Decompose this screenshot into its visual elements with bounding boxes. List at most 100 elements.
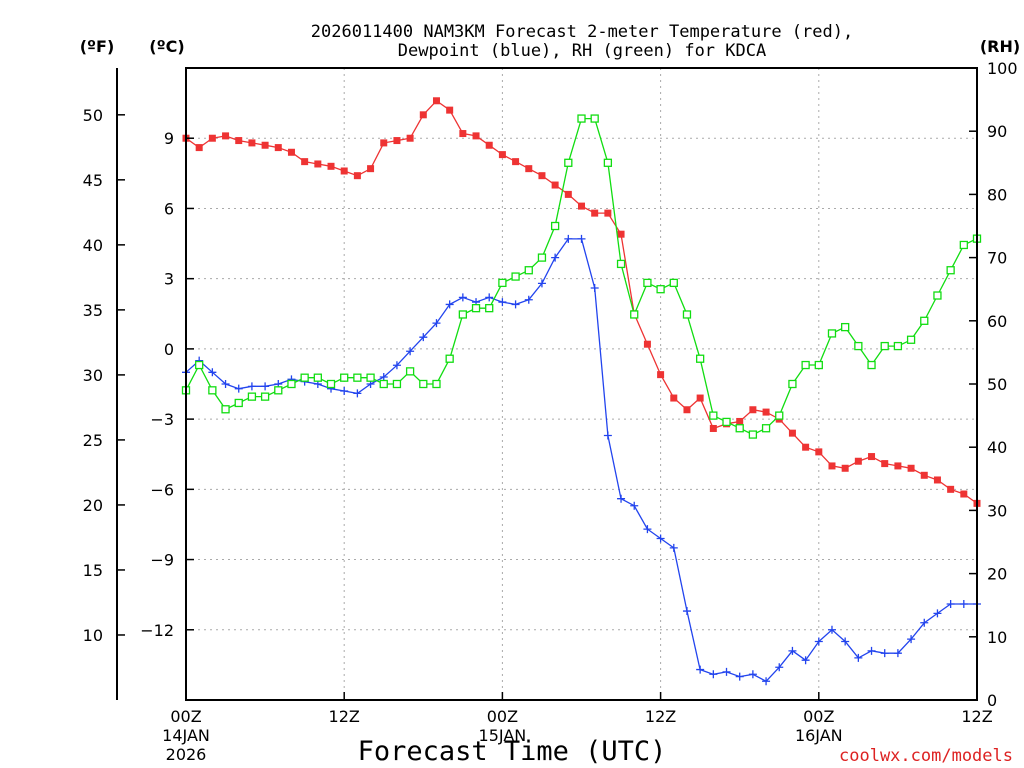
celsius-tick-label: −12 — [140, 621, 174, 640]
rh-point — [326, 379, 336, 389]
2-meter-temperature-point — [538, 172, 546, 180]
2-meter-temperature-point — [788, 429, 796, 437]
rh-tick-label: 60 — [987, 312, 1007, 331]
dewpoint-point — [537, 279, 546, 288]
2-meter-temperature-point — [960, 490, 968, 498]
axes-layer — [116, 67, 978, 701]
2-meter-temperature-point — [327, 162, 335, 170]
rh-tick-label: 0 — [987, 691, 997, 710]
time-tick-label: 12Z — [645, 707, 676, 726]
dewpoint-point — [669, 543, 678, 552]
2-meter-temperature-point — [933, 476, 941, 484]
fahrenheit-tick-label: 50 — [83, 106, 103, 125]
2-meter-temperature-point — [643, 340, 651, 348]
rh-point — [340, 373, 349, 382]
2-meter-temperature-point — [432, 97, 440, 105]
rh-point — [669, 278, 678, 288]
rh-point — [696, 354, 705, 363]
dewpoint-point — [379, 372, 388, 381]
2-meter-temperature-point — [617, 230, 625, 238]
celsius-unit-label: (ºC) — [149, 37, 184, 56]
dewpoint-point — [485, 293, 494, 302]
dewpoint-point — [735, 672, 744, 681]
2-meter-temperature-point — [446, 106, 454, 114]
dewpoint-point — [511, 300, 520, 309]
dewpoint-point — [933, 609, 942, 618]
dewpoint-point — [564, 234, 573, 243]
2-meter-temperature-point — [868, 453, 876, 461]
rh-point — [471, 304, 481, 313]
2-meter-temperature-point — [762, 408, 770, 416]
rh-point — [537, 253, 547, 262]
dewpoint-point — [551, 253, 560, 262]
celsius-tick-label: −6 — [150, 480, 174, 499]
2-meter-temperature-point — [802, 443, 810, 451]
rh-tick-label: 70 — [987, 249, 1007, 268]
rh-point — [287, 379, 296, 389]
rh-point — [392, 379, 402, 389]
dewpoint-point — [854, 653, 863, 662]
2-meter-temperature-point — [459, 130, 467, 138]
rh-point — [656, 285, 665, 294]
chart-title-line-1: 2026011400 NAM3KM Forecast 2-meter Tempe… — [311, 22, 853, 42]
rh-point — [933, 291, 942, 300]
2-meter-temperature-point — [881, 460, 889, 468]
dewpoint-point — [682, 607, 691, 616]
rh-point — [366, 373, 375, 382]
2-meter-temperature-point — [485, 141, 493, 149]
2-meter-temperature-point — [406, 134, 414, 142]
rh-point — [564, 158, 573, 167]
rh-point — [959, 240, 968, 250]
rh-point — [748, 430, 758, 439]
dewpoint-point — [814, 637, 823, 646]
rh-point — [761, 424, 771, 433]
2-meter-temperature-point — [195, 144, 203, 152]
rh-point — [722, 417, 731, 427]
2-meter-temperature-point — [920, 471, 928, 479]
dewpoint-point — [841, 637, 850, 646]
rh-point — [643, 278, 652, 288]
dewpoint-point — [762, 677, 771, 686]
rh-point — [313, 373, 322, 382]
2-meter-temperature-point — [749, 406, 757, 414]
rh-tick-label: 50 — [987, 375, 1007, 394]
time-tick-date: 14JAN — [162, 726, 210, 745]
2-meter-temperature-point — [828, 462, 836, 470]
rh-point — [867, 360, 876, 370]
rh-point — [458, 310, 468, 319]
dewpoint-point — [920, 618, 929, 627]
dewpoint-point — [353, 389, 362, 398]
dewpoint-point — [722, 667, 731, 676]
dewpoint-point — [498, 298, 507, 307]
dewpoint-point — [577, 234, 586, 243]
2-meter-temperature-point — [736, 417, 744, 425]
rh-point — [630, 310, 639, 319]
rh-point — [880, 341, 889, 351]
rh-unit-label: (RH) — [980, 37, 1020, 56]
2-meter-temperature-point — [709, 424, 717, 432]
2-meter-temperature-point — [657, 371, 665, 379]
dewpoint-point — [208, 368, 217, 377]
rh-point — [854, 341, 863, 351]
2-meter-temperature-point — [301, 158, 309, 166]
dewpoint-point — [524, 295, 533, 304]
rh-point — [445, 354, 454, 363]
2-meter-temperature-point — [512, 158, 520, 166]
2-meter-temperature-point — [380, 139, 388, 147]
rh-point — [379, 379, 388, 389]
2-meter-temperature-point — [854, 457, 862, 465]
series-layer — [181, 97, 982, 686]
2-meter-temperature-point — [419, 111, 427, 119]
2-meter-temperature-point — [525, 165, 533, 173]
dewpoint-point — [959, 600, 968, 609]
time-tick-year: 2026 — [166, 745, 207, 764]
2-meter-temperature-point — [261, 141, 269, 149]
2-meter-temperature-point — [472, 132, 480, 140]
rh-tick-label: 90 — [987, 122, 1007, 141]
rh-point — [550, 221, 560, 231]
fahrenheit-unit-label: (ºF) — [80, 37, 115, 56]
rh-point — [260, 392, 270, 401]
rh-tick-label: 40 — [987, 438, 1007, 457]
rh-point — [841, 322, 850, 332]
